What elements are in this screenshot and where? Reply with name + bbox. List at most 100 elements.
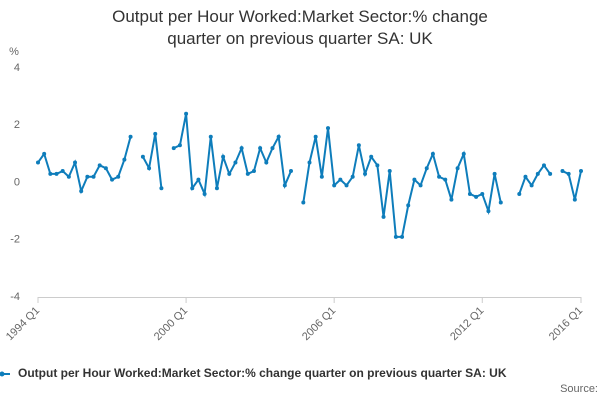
point <box>110 177 115 182</box>
point <box>498 200 503 205</box>
point <box>258 146 263 151</box>
y-tick-label: 2 <box>14 119 20 131</box>
y-tick-label: 0 <box>14 176 20 188</box>
point <box>264 160 269 165</box>
source: Source: <box>560 383 598 395</box>
point <box>424 166 429 171</box>
point <box>214 186 219 191</box>
x-tick-label: 1994 Q1 <box>4 305 42 343</box>
point <box>579 169 583 174</box>
chart-title: Output per Hour Worked:Market Sector:% c… <box>112 7 488 48</box>
point <box>147 166 152 171</box>
legend-symbol <box>0 371 10 377</box>
point <box>480 191 485 196</box>
y-axis-label: % <box>9 46 19 58</box>
point <box>529 183 534 188</box>
point <box>48 171 53 176</box>
point <box>535 171 540 176</box>
point <box>572 197 577 202</box>
point <box>332 183 337 188</box>
point <box>282 183 287 188</box>
legend: Output per Hour Worked:Market Sector:% c… <box>0 366 600 384</box>
y-tick-label: -2 <box>10 234 20 246</box>
point <box>103 166 108 171</box>
point <box>221 154 226 159</box>
point <box>116 174 121 179</box>
point <box>42 151 47 156</box>
point <box>393 234 398 239</box>
point <box>196 177 201 182</box>
line <box>173 113 292 198</box>
point <box>54 171 59 176</box>
point <box>233 160 238 165</box>
point <box>239 146 244 151</box>
point <box>560 169 565 174</box>
point <box>270 146 275 151</box>
point <box>375 163 380 168</box>
y-tick-label: -4 <box>10 291 20 303</box>
point <box>412 177 417 182</box>
point <box>467 191 472 196</box>
point <box>418 183 423 188</box>
point <box>517 191 522 196</box>
x-tick-label: 2006 Q1 <box>300 305 338 343</box>
point <box>566 171 571 176</box>
point <box>486 209 491 214</box>
point <box>313 134 318 139</box>
point <box>437 174 442 179</box>
point <box>79 189 84 194</box>
y-tick-label: 4 <box>14 62 20 74</box>
point <box>60 169 65 174</box>
point <box>245 171 250 176</box>
point <box>251 169 256 174</box>
point <box>319 174 324 179</box>
point <box>73 160 78 165</box>
point <box>350 174 355 179</box>
point <box>326 126 331 131</box>
point <box>461 151 466 156</box>
point <box>301 200 306 205</box>
x-tick-label: 2000 Q1 <box>152 305 190 343</box>
point <box>455 166 460 171</box>
point <box>363 171 368 176</box>
point <box>307 160 312 165</box>
point <box>400 234 405 239</box>
line <box>302 127 502 238</box>
point <box>492 171 497 176</box>
line <box>518 163 551 195</box>
point <box>369 154 374 159</box>
point <box>227 171 232 176</box>
point <box>474 194 479 199</box>
point <box>208 134 213 139</box>
point <box>387 169 392 174</box>
point <box>338 177 343 182</box>
point <box>159 186 164 191</box>
point <box>541 163 546 168</box>
point <box>276 134 281 139</box>
point <box>85 174 90 179</box>
point <box>202 191 207 196</box>
point <box>177 143 182 148</box>
x-tick-label: 2012 Q1 <box>448 305 486 343</box>
point <box>449 197 454 202</box>
point <box>66 174 71 179</box>
point <box>91 174 96 179</box>
point <box>356 143 361 148</box>
point <box>381 214 386 219</box>
line <box>142 133 163 189</box>
chart: % -4 -2 0 2 4 1994 Q1 2000 Q1 2006 Q1 2012 Q1 201… <box>4 46 585 343</box>
point <box>548 171 553 176</box>
point <box>344 183 349 188</box>
point <box>140 154 145 159</box>
point <box>288 169 293 174</box>
x-tick-label: 2016 Q1 <box>547 305 585 343</box>
point <box>97 163 102 168</box>
point <box>406 203 411 208</box>
point <box>523 174 528 179</box>
point <box>430 151 435 156</box>
legend-label: Output per Hour Worked:Market Sector:% c… <box>18 366 507 380</box>
point <box>128 134 133 139</box>
point <box>190 186 195 191</box>
point <box>171 146 176 151</box>
